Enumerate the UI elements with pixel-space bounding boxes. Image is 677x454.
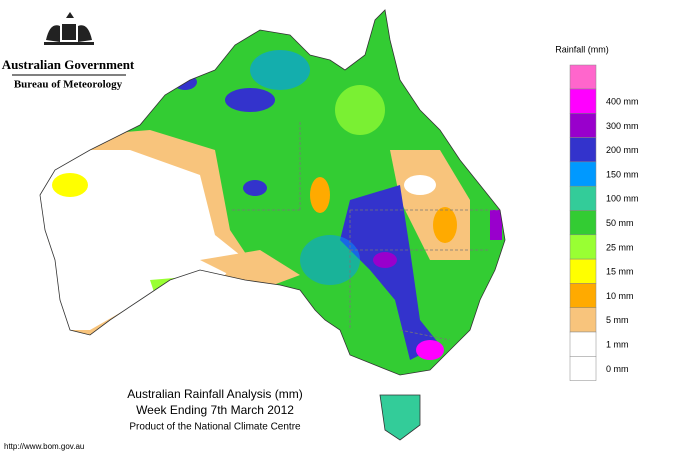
- legend-swatch: [569, 113, 597, 138]
- legend-label: 1 mm: [606, 340, 629, 350]
- legend-label: 15 mm: [606, 267, 634, 277]
- legend-label: 50 mm: [606, 218, 634, 228]
- caption-line: Australian Rainfall Analysis (mm): [127, 387, 302, 401]
- caption-line: Week Ending 7th March 2012: [136, 403, 294, 417]
- legend-label: 300 mm: [606, 121, 639, 131]
- legend-swatch: [569, 185, 597, 211]
- legend: 400 mm 300 mm 200 mm 150 mm 100 mm 50 mm 25 mm…: [569, 88, 639, 381]
- legend-swatch: [569, 258, 597, 284]
- legend-label: 200 mm: [606, 145, 639, 155]
- legend-title: Rainfall (mm): [555, 44, 609, 54]
- legend-label: 150 mm: [606, 169, 639, 179]
- header-title: Australian Government: [2, 57, 135, 72]
- legend-swatch: [569, 161, 597, 187]
- legend-swatch: [569, 234, 597, 260]
- legend-swatch: [569, 283, 597, 308]
- footer-url: http://www.bom.gov.au: [4, 442, 84, 451]
- legend-swatch: [569, 210, 597, 236]
- legend-swatch: [569, 64, 597, 90]
- legend-label: 10 mm: [606, 291, 634, 301]
- legend-label: 25 mm: [606, 242, 634, 252]
- legend-swatch: [569, 137, 597, 163]
- legend-label: 100 mm: [606, 194, 639, 204]
- legend-label: 5 mm: [606, 315, 629, 325]
- caption-line: Product of the National Climate Centre: [129, 422, 301, 433]
- legend-label: 400 mm: [606, 97, 639, 107]
- legend-swatch: [569, 88, 597, 114]
- legend-label: 0 mm: [606, 364, 629, 374]
- coastline: [39, 9, 506, 441]
- header-subtitle: Bureau of Meteorology: [14, 79, 123, 91]
- legend-swatch: [569, 356, 597, 381]
- crest: [44, 12, 94, 45]
- legend-swatch: [569, 331, 597, 357]
- legend-swatch: [569, 307, 597, 333]
